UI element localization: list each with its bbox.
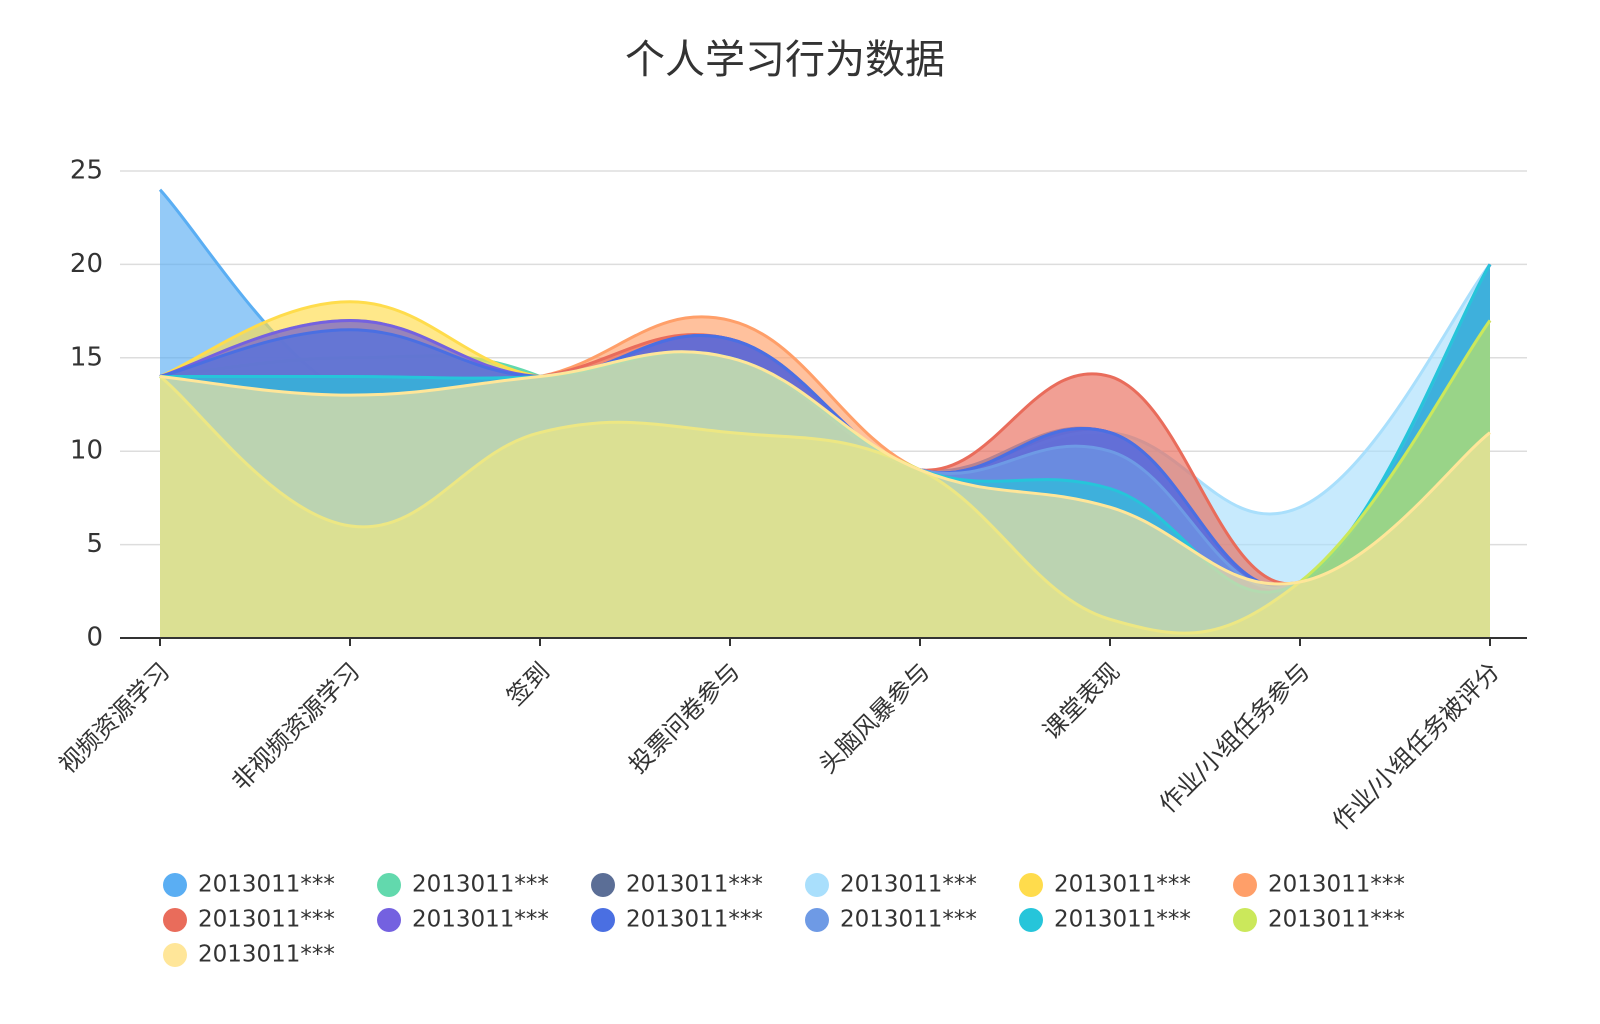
legend-marker	[1019, 908, 1043, 932]
legend-marker	[591, 908, 615, 932]
legend-label: 2013011***	[412, 907, 549, 933]
legend-label: 2013011***	[840, 907, 977, 933]
legend-marker	[591, 873, 615, 897]
legend-label: 2013011***	[1268, 872, 1405, 898]
legend-marker	[377, 908, 401, 932]
legend-marker	[163, 943, 187, 967]
legend-marker	[163, 908, 187, 932]
legend-label: 2013011***	[840, 872, 977, 898]
legend-marker	[805, 873, 829, 897]
y-tick-label: 20	[70, 249, 103, 279]
y-tick-label: 5	[86, 529, 103, 559]
x-tick-label: 课堂表现	[1038, 657, 1126, 745]
legend-marker	[1019, 873, 1043, 897]
legend-marker	[377, 873, 401, 897]
legend-label: 2013011***	[412, 872, 549, 898]
legend-label: 2013011***	[626, 907, 763, 933]
legend-label: 2013011***	[198, 907, 335, 933]
x-tick-label: 非视频资源学习	[227, 657, 366, 796]
legend-marker	[1233, 908, 1257, 932]
legend-marker	[163, 873, 187, 897]
legend-label: 2013011***	[1054, 907, 1191, 933]
legend-label: 2013011***	[1054, 872, 1191, 898]
area	[160, 351, 1490, 638]
y-tick-label: 10	[70, 436, 103, 466]
legend-label: 2013011***	[1268, 907, 1405, 933]
x-tick-label: 投票问卷参与	[624, 657, 746, 779]
line	[159, 350, 1491, 586]
x-tick-label: 签到	[501, 657, 555, 711]
x-tick-label: 视频资源学习	[54, 657, 176, 779]
chart-title: 个人学习行为数据	[625, 37, 945, 83]
x-tick-label: 作业/小组任务参与	[1154, 657, 1315, 818]
legend-label: 2013011***	[198, 872, 335, 898]
legend-marker	[805, 908, 829, 932]
y-tick-label: 0	[86, 623, 103, 653]
legend-marker	[1233, 873, 1257, 897]
legend-label: 2013011***	[198, 942, 335, 968]
y-tick-label: 15	[70, 342, 103, 372]
legend-label: 2013011***	[626, 872, 763, 898]
x-tick-label: 头脑风暴参与	[814, 657, 936, 779]
x-tick-label: 作业/小组任务被评分	[1327, 657, 1505, 835]
y-tick-label: 25	[70, 156, 103, 186]
